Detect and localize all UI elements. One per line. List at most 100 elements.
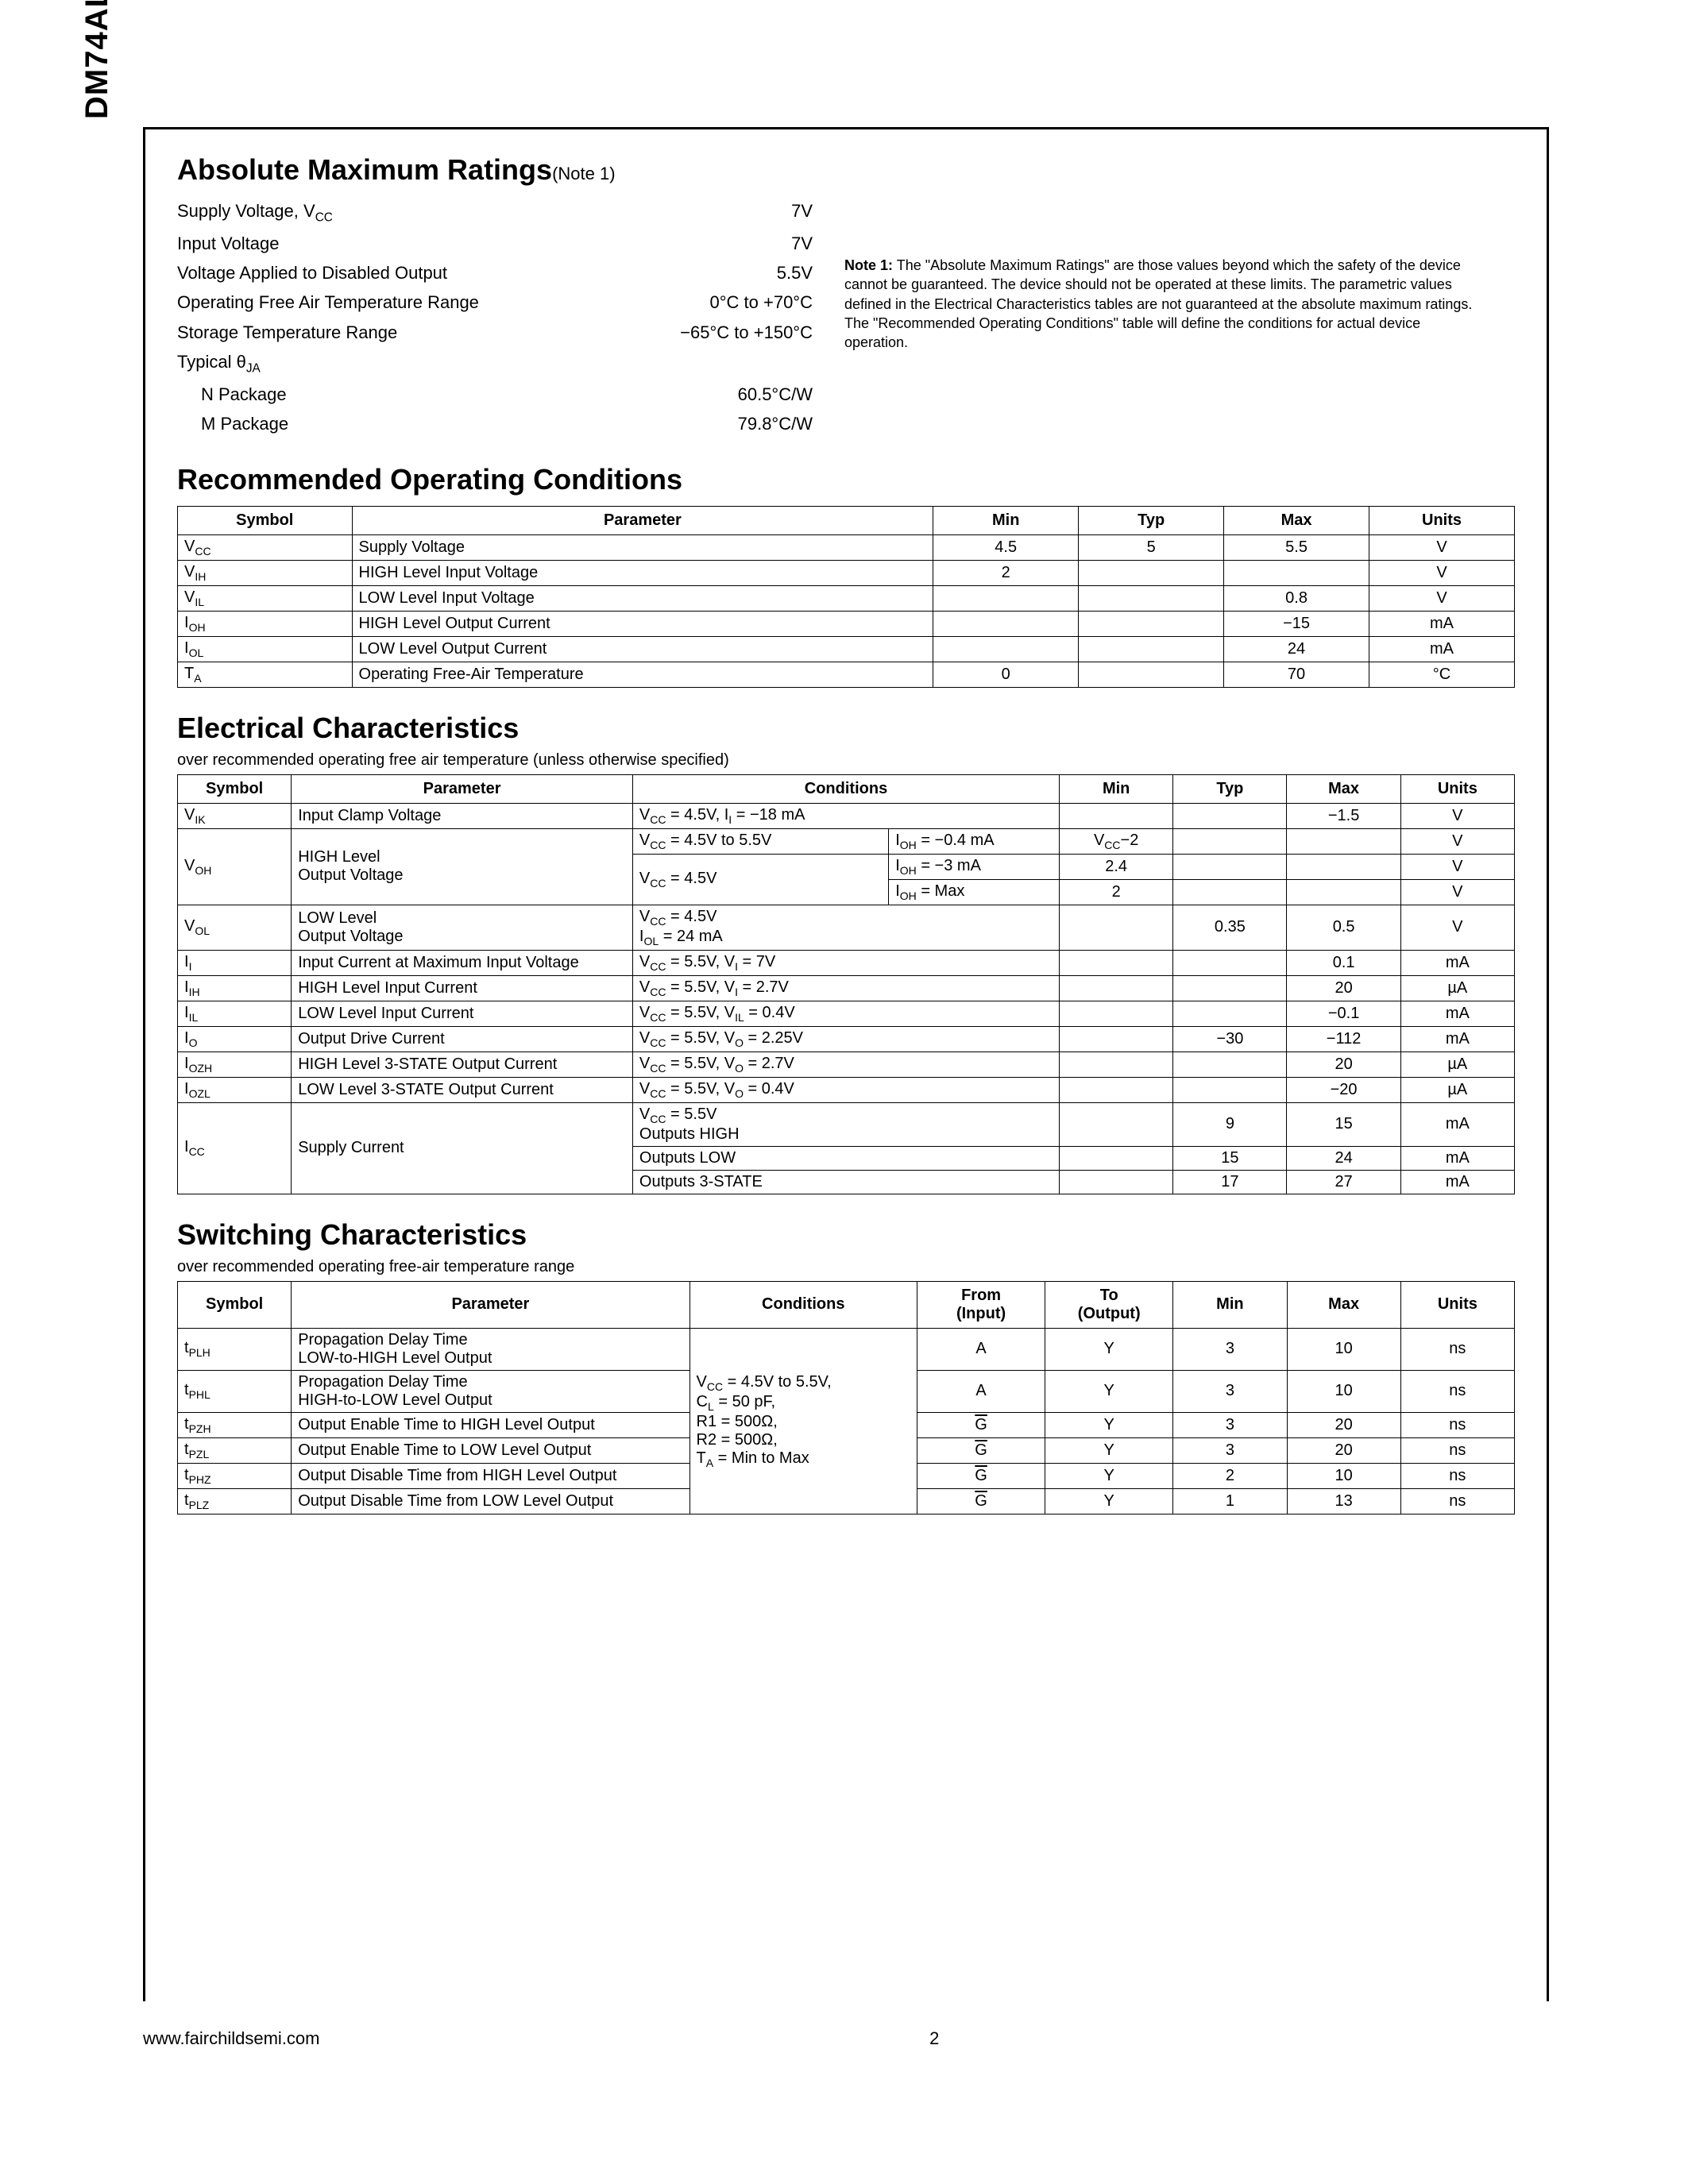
cell: Output Disable Time from LOW Level Outpu… [292,1488,689,1514]
cell: II [178,950,292,975]
cell [1173,879,1287,905]
cell: 20 [1287,1437,1400,1463]
th-conditions: Conditions [632,774,1059,803]
cell-units: °C [1369,662,1515,687]
cell: IOH = −0.4 mA [889,828,1060,854]
th-units: Units [1400,1281,1514,1328]
cell [1060,975,1173,1001]
cell [1060,1026,1173,1051]
cell: HIGH Level 3-STATE Output Current [292,1051,633,1077]
cell: mA [1400,1102,1514,1146]
cell-typ [1079,611,1224,636]
cell: µA [1400,1077,1514,1102]
cell: VCC = 5.5V, VO = 0.4V [632,1077,1059,1102]
cell: A [917,1328,1045,1370]
amr-title: Absolute Maximum Ratings [177,153,552,186]
cell-max: 5.5 [1224,534,1369,560]
cell-typ [1079,585,1224,611]
cell: LOW LevelOutput Voltage [292,905,633,950]
part-number-vertical: DM74ALS244A [79,0,115,119]
amr-label: Typical θJA [177,347,261,380]
th-typ: Typ [1079,506,1224,534]
cell: ns [1400,1463,1514,1488]
cell-symbol: IOL [178,636,353,662]
cell: 20 [1287,975,1400,1001]
cell-min: 0 [933,662,1079,687]
cell [1173,803,1287,828]
cell: Input Current at Maximum Input Voltage [292,950,633,975]
cell: G [917,1412,1045,1437]
cell: mA [1400,950,1514,975]
cell-max: 24 [1224,636,1369,662]
cell-symbol: IOH [178,611,353,636]
cell-min [933,611,1079,636]
cell: VCC−2 [1060,828,1173,854]
cell: Supply Current [292,1102,633,1194]
cell: tPZL [178,1437,292,1463]
cell: 10 [1287,1370,1400,1412]
cell [1173,1077,1287,1102]
cell [1173,950,1287,975]
cell [1287,854,1400,879]
amr-note-body: The "Absolute Maximum Ratings" are those… [844,257,1472,350]
th-parameter: Parameter [292,774,633,803]
cell-parameter: Operating Free-Air Temperature [352,662,933,687]
cell: −112 [1287,1026,1400,1051]
amr-list: Supply Voltage, VCC7VInput Voltage7VVolt… [177,196,813,439]
cell-typ [1079,636,1224,662]
cell [1060,1170,1173,1194]
cell: VCC = 4.5V [632,854,888,905]
cell: 9 [1173,1102,1287,1146]
cell: VOL [178,905,292,950]
roc-heading: Recommended Operating Conditions [177,463,1515,496]
cell: mA [1400,1170,1514,1194]
cell: −0.1 [1287,1001,1400,1026]
cell: VCC = 5.5VOutputs HIGH [632,1102,1059,1146]
cell-typ [1079,662,1224,687]
cell: 13 [1287,1488,1400,1514]
cell: Outputs 3-STATE [632,1170,1059,1194]
ec-heading: Electrical Characteristics [177,712,1515,745]
amr-value: −65°C to +150°C [680,318,813,347]
cell: Input Clamp Voltage [292,803,633,828]
amr-label: Supply Voltage, VCC [177,196,333,229]
cell-min [933,636,1079,662]
cell-parameter: LOW Level Input Voltage [352,585,933,611]
amr-value: 7V [791,196,813,229]
cell: HIGH Level Input Current [292,975,633,1001]
cell [1060,1077,1173,1102]
cell: 2 [1173,1463,1287,1488]
th-max: Max [1287,1281,1400,1328]
cell: VOH [178,828,292,905]
cell: IOZL [178,1077,292,1102]
cell: µA [1400,975,1514,1001]
cell: V [1400,828,1514,854]
cell: VCC = 4.5V, II = −18 mA [632,803,1059,828]
cell: Output Enable Time to HIGH Level Output [292,1412,689,1437]
cell: 24 [1287,1146,1400,1170]
cell: ns [1400,1412,1514,1437]
cell: 3 [1173,1437,1287,1463]
th-typ: Typ [1173,774,1287,803]
amr-label: Input Voltage [177,229,279,258]
amr-note-ref: (Note 1) [552,164,615,183]
amr-label: N Package [201,380,287,409]
cell: VCC = 5.5V, VIL = 0.4V [632,1001,1059,1026]
amr-value: 79.8°C/W [738,409,813,438]
cell: Propagation Delay TimeHIGH-to-LOW Level … [292,1370,689,1412]
cell-typ [1079,560,1224,585]
cell: mA [1400,1001,1514,1026]
cell-units: V [1369,534,1515,560]
cell: 20 [1287,1412,1400,1437]
cell: tPLH [178,1328,292,1370]
cell [1060,1001,1173,1026]
cell: mA [1400,1026,1514,1051]
cell: ns [1400,1437,1514,1463]
cell-typ: 5 [1079,534,1224,560]
cell: 3 [1173,1370,1287,1412]
cell: Outputs LOW [632,1146,1059,1170]
cell-parameter: HIGH Level Input Voltage [352,560,933,585]
cell: Y [1045,1463,1173,1488]
cell: IO [178,1026,292,1051]
cell [1060,803,1173,828]
